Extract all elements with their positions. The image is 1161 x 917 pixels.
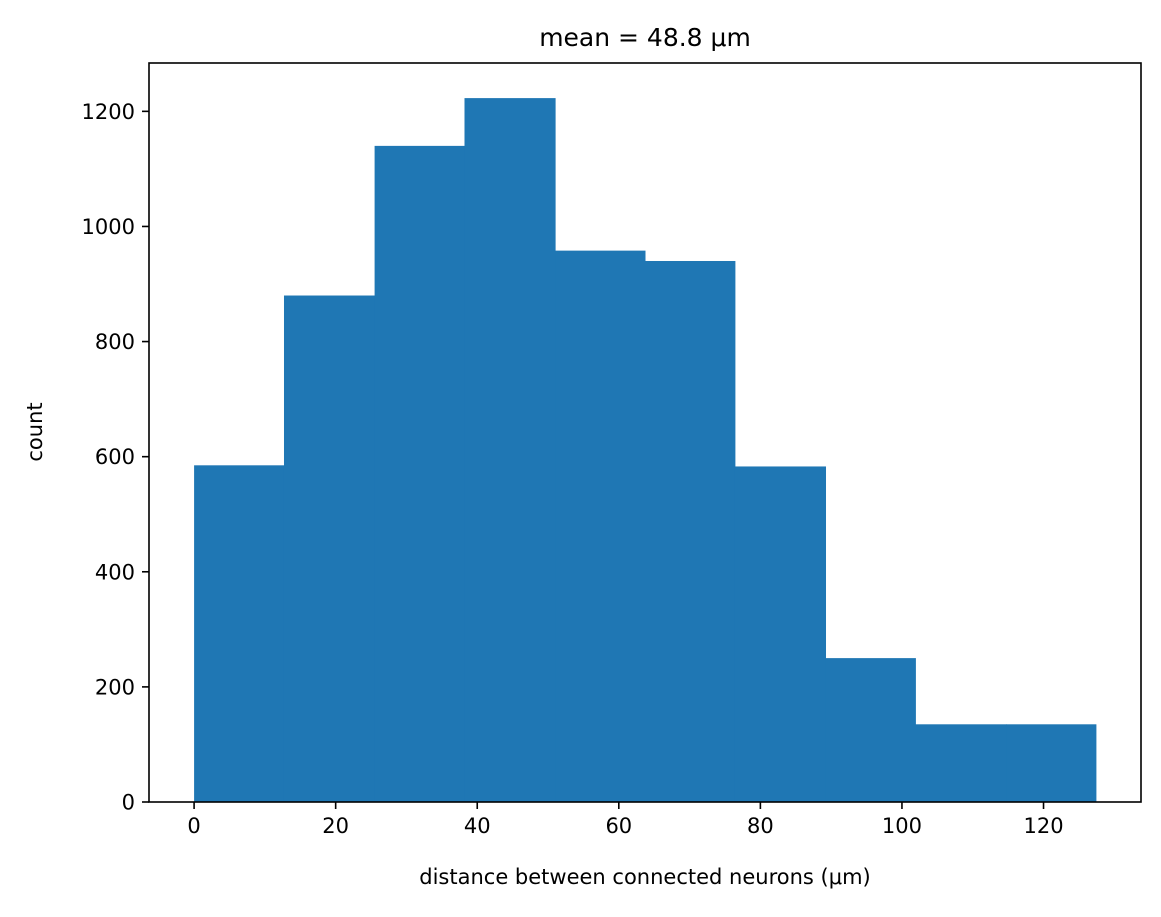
x-tick-label: 40	[464, 814, 491, 838]
y-tick-label: 1000	[82, 215, 135, 239]
histogram-bar-4	[555, 250, 646, 802]
histogram-bar-7	[825, 658, 916, 802]
x-tick-label: 0	[187, 814, 200, 838]
x-axis-label: distance between connected neurons (μm)	[419, 865, 870, 889]
y-tick-label: 200	[95, 675, 135, 699]
y-axis-label: count	[23, 402, 47, 461]
y-axis-ticks: 0 200 400 600 800 1000 1200	[82, 100, 149, 815]
x-tick-label: 20	[322, 814, 349, 838]
x-tick-label: 100	[882, 814, 922, 838]
y-tick-label: 600	[95, 445, 135, 469]
histogram-bar-2	[374, 145, 465, 802]
plot-frame	[148, 62, 1142, 803]
y-tick-label: 1200	[82, 100, 135, 124]
bars-layer	[194, 98, 1097, 802]
histogram-bar-5	[645, 260, 736, 802]
x-tick-label: 80	[747, 814, 774, 838]
histogram-bar-8	[915, 724, 1007, 802]
x-tick-label: 60	[605, 814, 632, 838]
histogram-bar-9	[1006, 724, 1097, 802]
histogram-bar-0	[194, 465, 285, 802]
histogram-bar-1	[283, 295, 376, 802]
y-tick-label: 0	[122, 791, 135, 815]
histogram-bar-3	[464, 98, 556, 802]
histogram-bar-6	[734, 466, 827, 802]
x-tick-label: 120	[1023, 814, 1063, 838]
x-axis-ticks: 0 20 40 60 80 100 120	[187, 802, 1064, 838]
y-tick-label: 800	[95, 330, 135, 354]
y-tick-label: 400	[95, 560, 135, 584]
chart-title: mean = 48.8 μm	[539, 23, 751, 52]
